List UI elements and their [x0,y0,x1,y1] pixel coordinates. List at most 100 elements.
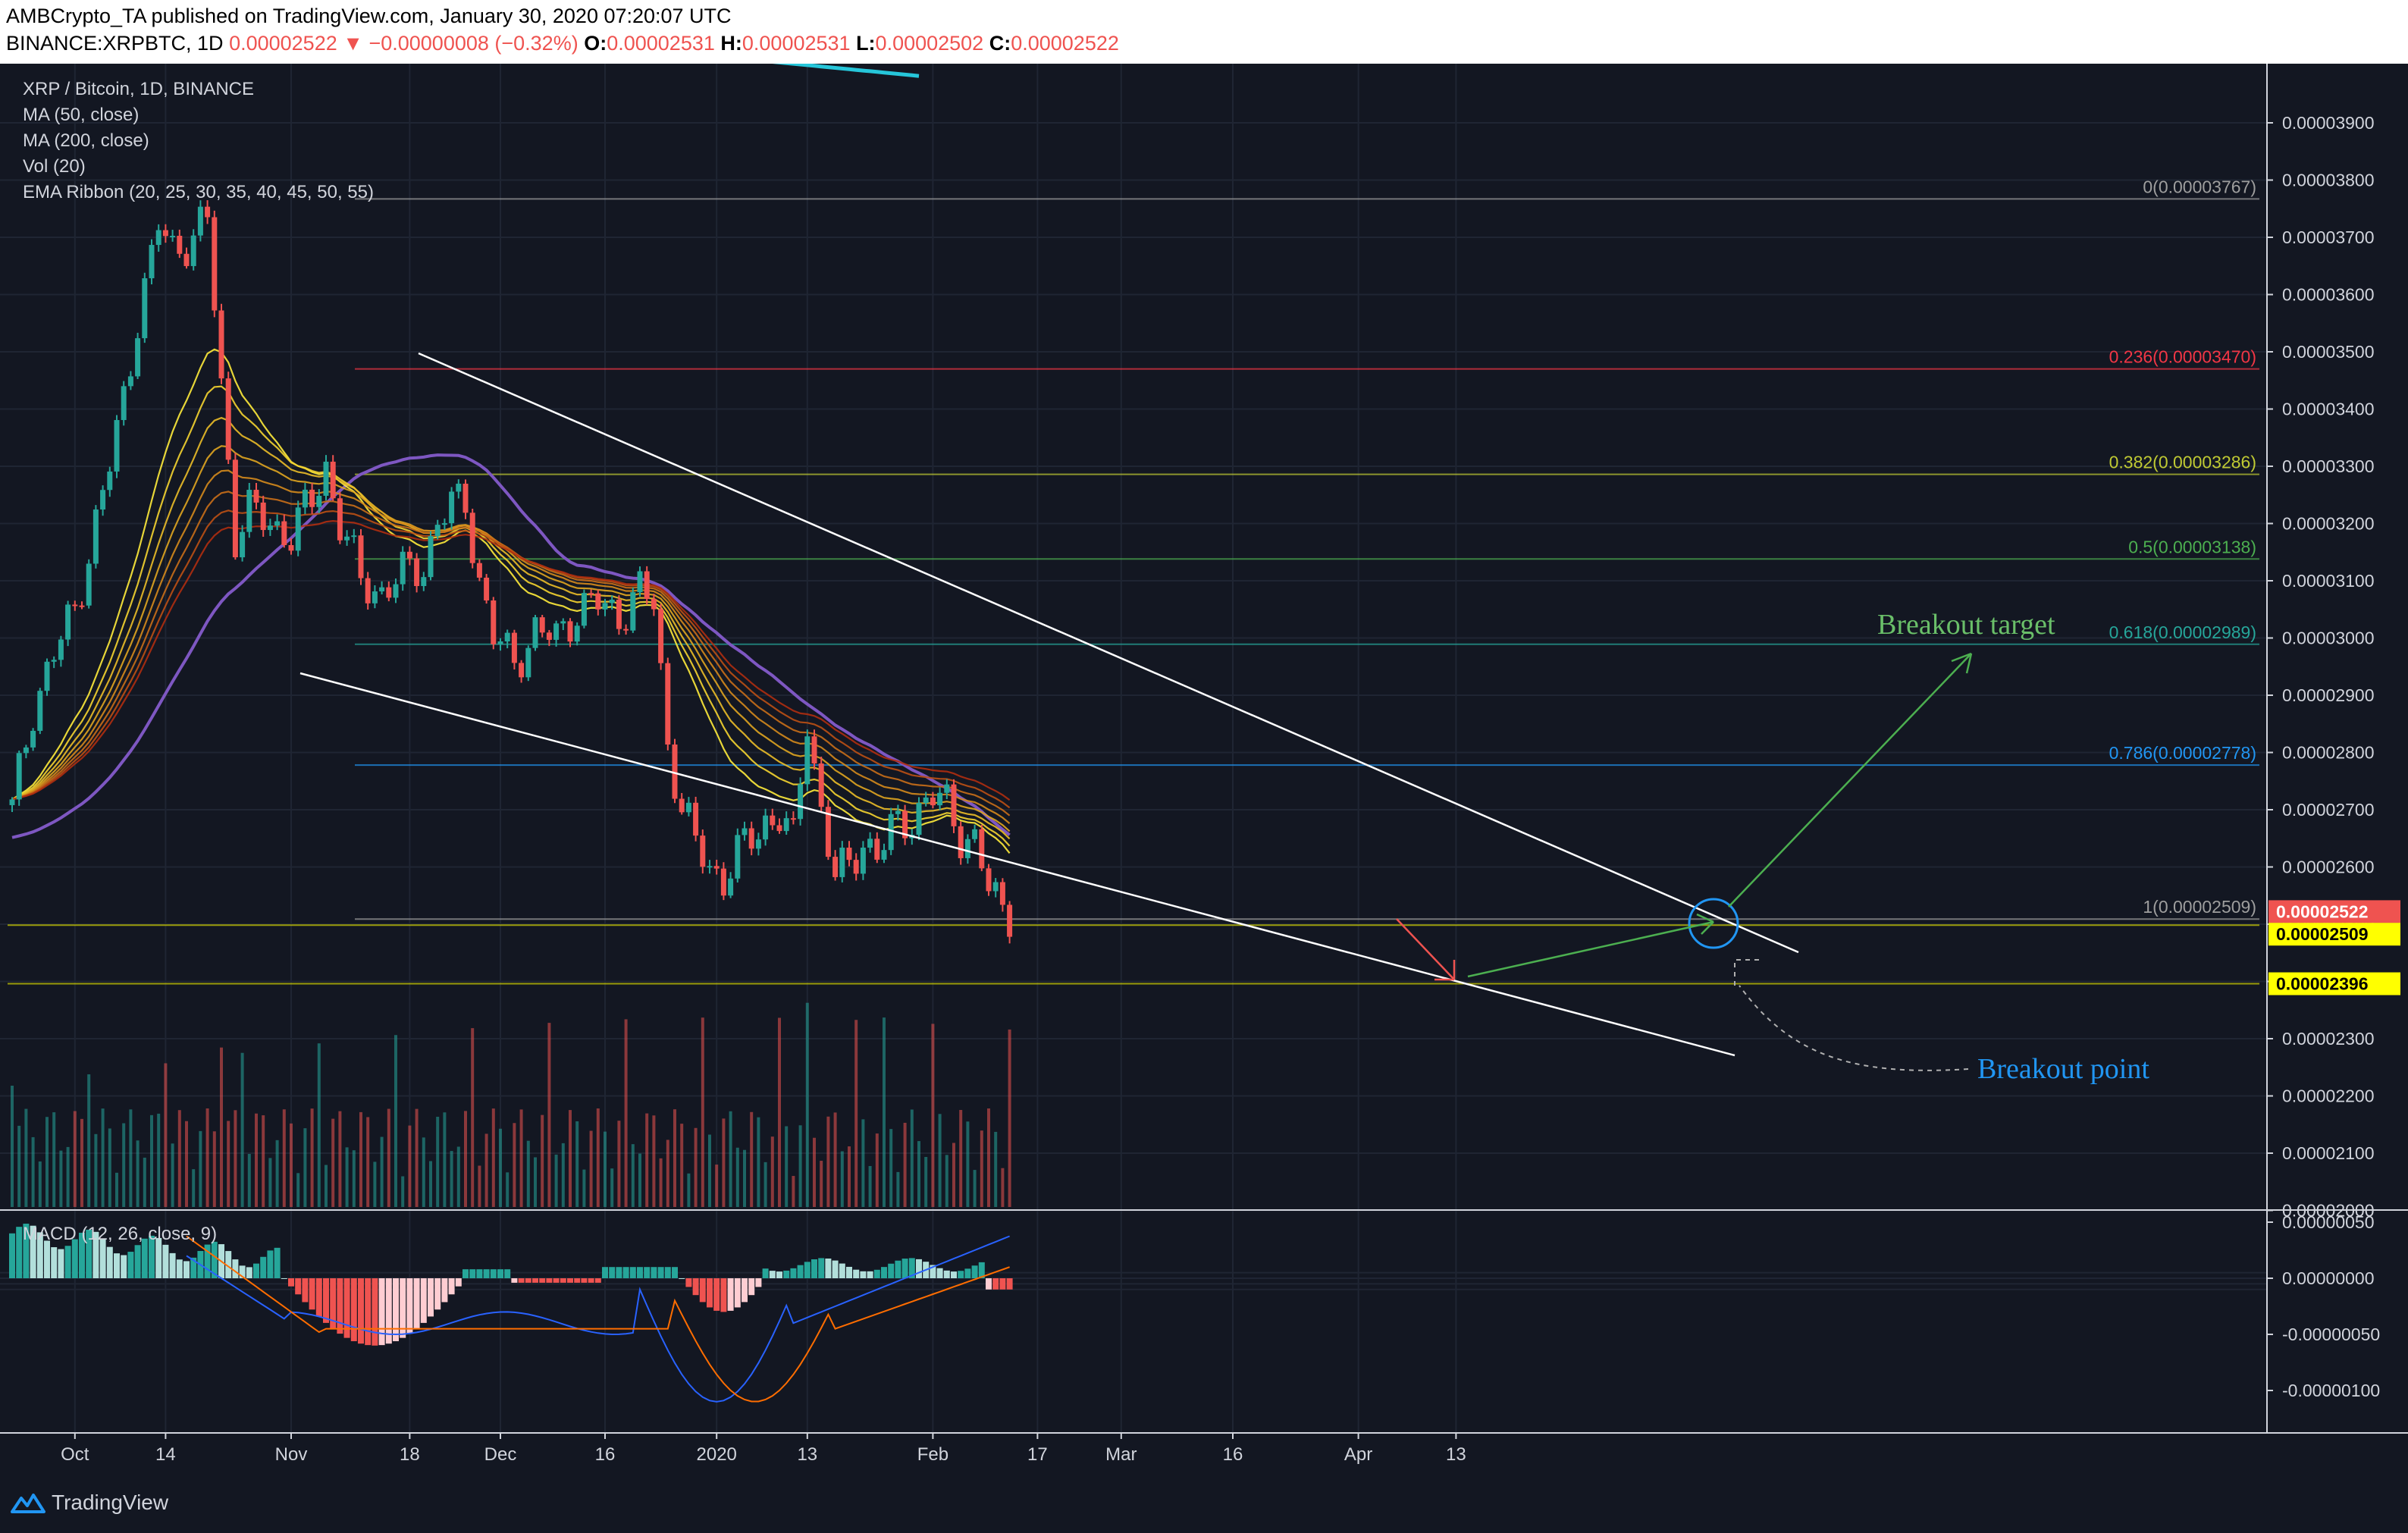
macd-legend[interactable]: MACD (12, 26, close, 9) [23,1224,218,1244]
volume-bar [938,1114,942,1207]
candle [365,572,371,610]
macd-histogram-bar [790,1268,797,1278]
macd-histogram-bar [811,1259,817,1278]
wedge-lower-line [299,672,1735,1057]
candle [260,495,266,537]
macd-histogram-bar [867,1271,873,1278]
candle [190,229,196,271]
volume-bar [798,1125,802,1207]
candle [560,618,566,631]
macd-histogram-bar [797,1265,804,1278]
candle [302,482,308,515]
macd-histogram-bar [358,1278,364,1344]
candle-body [491,600,497,644]
candle [205,200,211,224]
candle-body [337,498,343,541]
candle [323,455,329,501]
price-tick-label: 0.00003000 [2282,629,2375,648]
candle [713,859,720,875]
candle [602,599,608,616]
candle [846,841,852,867]
candle [853,853,859,881]
volume-bar [338,1111,342,1207]
macd-histogram-bar [958,1271,964,1278]
candle [798,777,804,826]
candle [916,797,922,841]
candle [770,808,776,830]
volume-bar [227,1121,230,1207]
volume-bar [456,1146,460,1207]
price-axis[interactable]: 0.00003900 0.00003800 0.00003700 0.00003600… [2267,113,2400,1400]
candle-body [567,621,573,642]
ema-ribbon-legend[interactable]: EMA Ribbon (20, 25, 30, 35, 40, 45, 50, … [23,182,374,202]
volume-bar [199,1130,202,1207]
volume-bar [185,1121,188,1207]
volume-bar [17,1125,21,1207]
fib-label: 0.236(0.00003470) [2109,347,2256,367]
candle-body [546,632,552,640]
volume-bar [268,1158,272,1207]
volume-bar [952,1143,955,1207]
volume-bar [547,1023,551,1207]
macd-histogram-bar [337,1278,343,1334]
candle-body [574,625,580,642]
volume-bar [310,1108,314,1207]
candle [1007,901,1013,944]
ema-ribbon-line [11,491,1011,817]
price-change: ▼ −0.00000008 (−0.32%) [343,32,578,55]
macd-histogram-bar [832,1260,839,1278]
candle [421,572,427,591]
candle-body [37,691,43,731]
candle [58,635,64,667]
price-tick-label: 0.00003100 [2282,571,2375,591]
volume-bar [212,1131,216,1207]
candle-body [999,882,1005,905]
price-tick-label: 0.00002100 [2282,1143,2375,1163]
volume-bar [833,1112,837,1207]
macd-histogram-bar [469,1269,476,1278]
candle [951,779,957,833]
time-tick-label: 16 [595,1444,616,1465]
candle-body [846,848,852,861]
price-chart[interactable]: 0(0.00003767) 0.236(0.00003470) 0.382(0.00… [0,64,2408,1472]
candle [525,645,531,682]
candle-body [205,206,211,218]
time-axis[interactable]: Oct 14 Nov 18 Dec 16 2020 13 Feb 17 Mar 16 Apr 13 [61,1433,1466,1465]
low-label: L: [856,32,876,55]
macd-histogram-bar [302,1278,309,1303]
candle-body [623,629,629,631]
candle-body [197,206,203,236]
volume-bar [638,1153,641,1207]
volume-legend[interactable]: Vol (20) [23,156,86,177]
macd-histogram-bar [9,1233,15,1278]
candle-body [790,818,796,820]
macd-histogram-bar [149,1235,155,1278]
tradingview-brand[interactable]: TradingView [52,1491,169,1514]
macd-histogram-bar [825,1258,832,1278]
price-tick-label: 0.00002200 [2282,1086,2375,1106]
candle [16,751,22,806]
candle-body [888,814,894,851]
price-tick-label: 0.00003900 [2282,113,2375,133]
macd-histogram-bar [769,1271,776,1278]
volume-bar [973,1170,977,1207]
candle [651,594,657,616]
macd-histogram-bar [504,1269,511,1278]
time-tick-label: Feb [917,1444,948,1465]
ma200-legend[interactable]: MA (200, close) [23,130,149,151]
candle-body [497,641,503,644]
ma50-legend[interactable]: MA (50, close) [23,105,140,125]
candle-body [177,236,183,254]
tradingview-logo-icon[interactable] [11,1489,45,1515]
candle-body [414,558,420,587]
volume-bar [108,1128,111,1207]
candle [937,787,943,810]
target-arrowhead [1951,652,1973,674]
fib-label: 1(0.00002509) [2143,897,2256,917]
candle-body [372,591,378,603]
candle [162,224,168,243]
price-tick-label: 0.00002600 [2282,857,2375,877]
volume-bar [1001,1168,1005,1207]
price-tick-label: 0.00003800 [2282,171,2375,190]
macd-histogram-bar [434,1278,441,1310]
